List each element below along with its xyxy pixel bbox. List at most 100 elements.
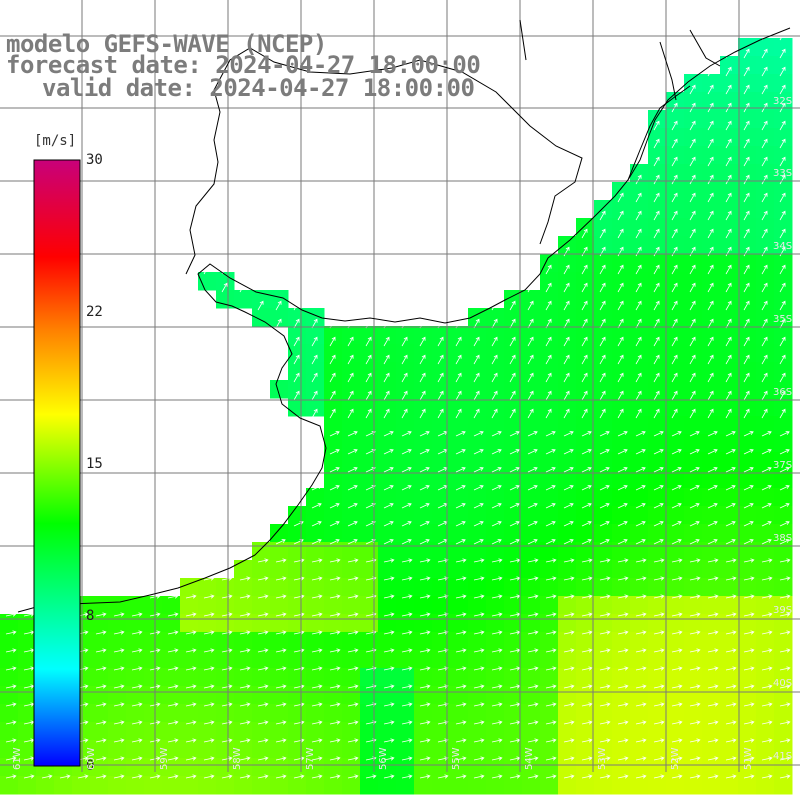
wind-cell	[288, 578, 307, 597]
wind-cell	[540, 326, 559, 345]
wind-arrow	[257, 648, 269, 653]
wind-cell	[342, 488, 361, 507]
wind-cell	[432, 470, 451, 489]
wind-cell	[774, 380, 793, 399]
wind-cell	[522, 524, 541, 543]
wind-cell	[648, 632, 667, 651]
wind-arrow	[563, 630, 575, 635]
wind-cell	[684, 470, 703, 489]
wind-arrow	[635, 612, 647, 617]
wind-cell	[270, 722, 289, 741]
wind-cell	[666, 686, 685, 705]
wind-arrow	[239, 576, 251, 581]
wind-arrow	[437, 630, 449, 635]
wind-cell	[342, 542, 361, 561]
wind-cell	[288, 560, 307, 579]
wind-arrow	[293, 630, 305, 635]
wind-arrow	[473, 558, 485, 563]
wind-cell	[486, 668, 505, 687]
wind-cell	[666, 524, 685, 543]
wind-cell	[396, 650, 415, 669]
wind-cell	[612, 398, 631, 417]
wind-cell	[738, 632, 757, 651]
wind-cell	[90, 632, 109, 651]
wind-cell	[630, 488, 649, 507]
wind-arrow	[761, 120, 768, 131]
wind-arrow	[635, 246, 642, 257]
wind-arrow	[779, 594, 791, 599]
wind-cell	[756, 416, 775, 435]
wind-cell	[648, 650, 667, 669]
wind-cell	[648, 128, 667, 147]
wind-arrow	[743, 521, 754, 527]
wind-arrow	[779, 612, 791, 617]
wind-arrow	[635, 558, 647, 563]
wind-cell	[450, 326, 469, 345]
wind-arrow	[275, 648, 287, 653]
wind-arrow	[203, 738, 215, 743]
wind-cell	[288, 596, 307, 615]
wind-cell	[108, 722, 127, 741]
wind-arrow	[545, 300, 552, 311]
wind-arrow	[473, 576, 485, 581]
wind-cell	[504, 542, 523, 561]
wind-cell	[486, 326, 505, 345]
wind-arrow	[599, 390, 606, 401]
wind-arrow	[383, 756, 395, 761]
wind-arrow	[527, 612, 539, 617]
wind-cell	[720, 596, 739, 615]
wind-cell	[684, 218, 703, 237]
wind-cell	[468, 650, 487, 669]
wind-arrow	[725, 228, 732, 239]
wind-arrow	[707, 467, 718, 473]
wind-arrow	[671, 449, 682, 455]
wind-cell	[612, 650, 631, 669]
wind-cell	[324, 434, 343, 453]
wind-arrow	[401, 630, 413, 635]
wind-arrow	[311, 648, 323, 653]
wind-cell	[666, 560, 685, 579]
wind-arrow	[113, 738, 125, 743]
wind-cell	[702, 200, 721, 219]
wind-cell	[576, 668, 595, 687]
wind-cell	[0, 686, 19, 705]
wind-cell	[756, 254, 775, 273]
wind-arrow	[581, 684, 593, 689]
wind-cell	[378, 596, 397, 615]
wind-cell	[504, 560, 523, 579]
wind-arrow	[491, 594, 503, 599]
wind-cell	[738, 290, 757, 309]
wind-cell	[666, 362, 685, 381]
wind-cell	[450, 596, 469, 615]
wind-cell	[522, 362, 541, 381]
wind-cell	[702, 722, 721, 741]
wind-cell	[756, 632, 775, 651]
wind-arrow	[581, 354, 588, 365]
wind-arrow	[797, 410, 800, 419]
wind-cell	[648, 344, 667, 363]
wind-arrow	[509, 521, 520, 527]
wind-arrow	[635, 594, 647, 599]
wind-cell	[126, 776, 145, 795]
wind-cell	[378, 326, 397, 345]
wind-arrow	[653, 282, 660, 293]
wind-cell	[306, 488, 325, 507]
wind-cell	[0, 668, 19, 687]
wind-cell	[756, 398, 775, 417]
wind-cell	[702, 380, 721, 399]
wind-cell	[774, 650, 793, 669]
wind-arrow	[725, 485, 736, 491]
wind-cell	[342, 776, 361, 795]
wind-arrow	[311, 612, 323, 617]
wind-arrow	[311, 684, 323, 689]
wind-arrow	[419, 503, 430, 509]
wind-arrow	[311, 756, 323, 761]
wind-arrow	[185, 756, 197, 761]
wind-arrow	[725, 576, 737, 581]
wind-arrow	[419, 666, 431, 671]
wind-arrow	[239, 702, 251, 707]
wind-cell	[540, 290, 559, 309]
wind-arrow	[437, 594, 449, 599]
wind-arrow	[725, 666, 737, 671]
wind-cell	[396, 740, 415, 759]
